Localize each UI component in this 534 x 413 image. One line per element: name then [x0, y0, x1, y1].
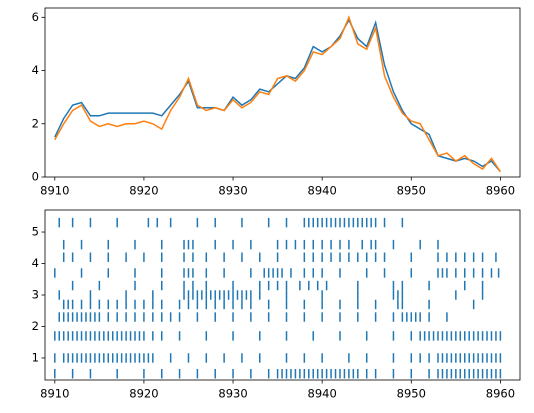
x-tick-label: 8950	[397, 184, 426, 198]
axes-frame	[44, 7, 521, 178]
x-tick-label: 8940	[308, 387, 337, 401]
axes-frame	[44, 209, 521, 381]
x-tick-label: 8960	[486, 387, 515, 401]
line	[54, 15, 502, 173]
y-tick-label: 4	[32, 256, 39, 270]
x-tick-label: 8930	[218, 387, 247, 401]
x-tick-label: 8960	[486, 184, 515, 198]
y-tick-label: 5	[32, 225, 39, 239]
x-tick-label: 8920	[129, 184, 158, 198]
y-tick-label: 2	[32, 319, 39, 333]
x-tick-label: 8910	[40, 387, 69, 401]
y-tick-label: 0	[32, 170, 39, 184]
line	[54, 18, 501, 173]
y-tick-label: 3	[32, 288, 39, 302]
x-tick-label: 8930	[218, 184, 247, 198]
x-tick-label: 8950	[397, 387, 426, 401]
y-tick-label: 4	[32, 63, 39, 77]
x-tick-label: 8920	[129, 387, 158, 401]
x-tick-label: 8910	[40, 184, 69, 198]
y-tick-label: 1	[32, 350, 39, 364]
y-tick-label: 2	[32, 116, 39, 130]
x-tick-label: 8940	[308, 184, 337, 198]
y-tick-label: 6	[32, 10, 39, 24]
